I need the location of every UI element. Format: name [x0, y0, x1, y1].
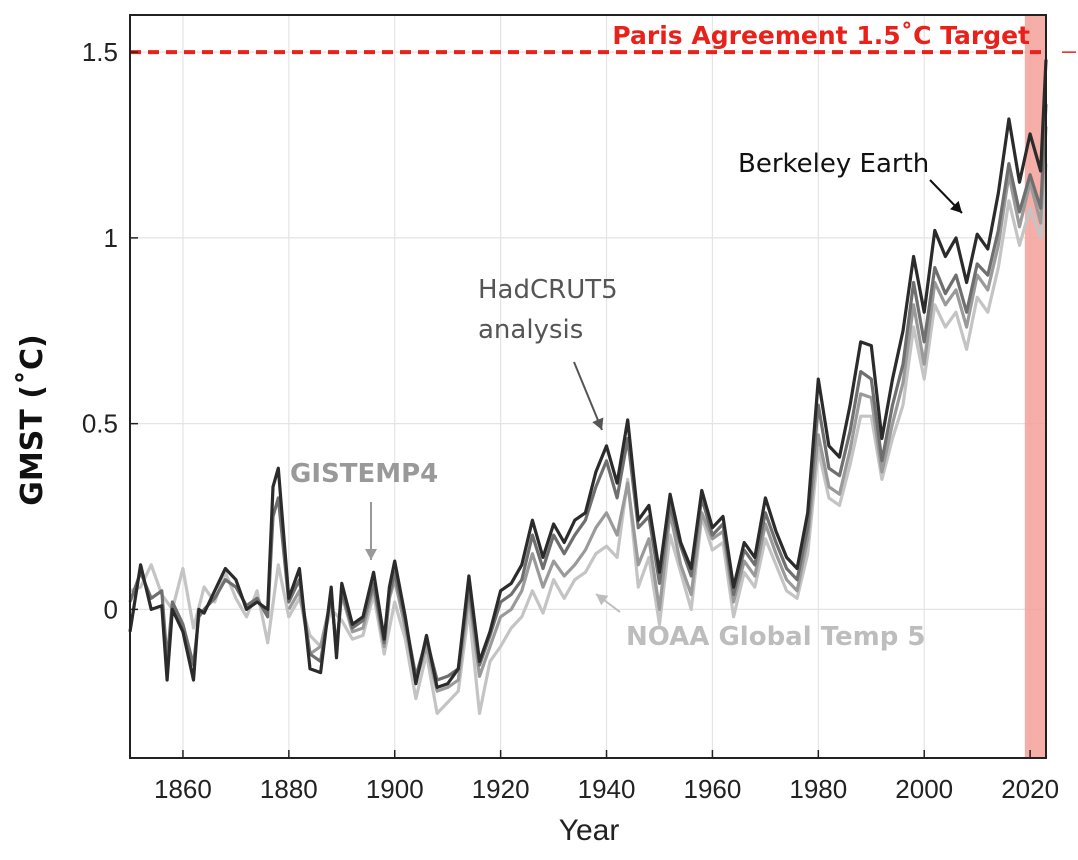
series-annotations: Berkeley Earth HadCRUT5 analysis GISTEMP4 NO… [290, 149, 963, 652]
x-tick-label: 1920 [472, 774, 530, 804]
annotation-label: HadCRUT5 analysis [478, 275, 618, 345]
annotation-arrowhead [592, 417, 604, 430]
annotation-line: Berkeley Earth [738, 149, 929, 179]
annotation-arrow [573, 361, 603, 431]
y-tick-label: 0.5 [82, 409, 118, 439]
x-axis-ticks: 1860 1880 1900 1920 1940 1960 1980 2000 2020 [154, 750, 1059, 804]
series-line-noaa-global-temp-5 [129, 163, 1048, 716]
y-tick-label: 1 [104, 223, 118, 253]
annotation-label: Berkeley Earth [738, 149, 929, 179]
y-axis-ticks: 0 0.5 1 1.5 [82, 37, 138, 624]
annotation-line: NOAA Global Temp 5 [626, 622, 925, 652]
x-tick-label: 1860 [154, 774, 212, 804]
annotation-arrowhead [365, 549, 377, 560]
x-tick-label: 1960 [684, 774, 742, 804]
series-line-berkeley-earth [128, 59, 1048, 690]
annotation-label: NOAA Global Temp 5 [626, 622, 925, 652]
x-tick-label: 1900 [366, 774, 424, 804]
annotation-line: analysis [478, 315, 583, 345]
annotation-arrowhead [596, 594, 609, 606]
annotation-arrowhead [950, 200, 962, 213]
annotation-line: GISTEMP4 [290, 459, 438, 489]
y-tick-label: 1.5 [82, 37, 118, 67]
series-lines [128, 59, 1048, 716]
annotation-line: HadCRUT5 [478, 275, 618, 305]
y-axis-title: GMST (˚C) [14, 334, 50, 505]
x-tick-label: 1980 [789, 774, 847, 804]
x-tick-label: 2020 [1001, 774, 1059, 804]
y-tick-label: 0 [104, 594, 118, 624]
x-tick-label: 2000 [895, 774, 953, 804]
plot-frame [129, 14, 1047, 759]
paris-target-label: Paris Agreement 1.5˚C Target [612, 21, 1030, 50]
annotation-label: GISTEMP4 [290, 459, 438, 489]
x-axis-title: Year [559, 814, 620, 847]
x-tick-label: 1940 [578, 774, 636, 804]
x-tick-label: 1880 [260, 774, 318, 804]
